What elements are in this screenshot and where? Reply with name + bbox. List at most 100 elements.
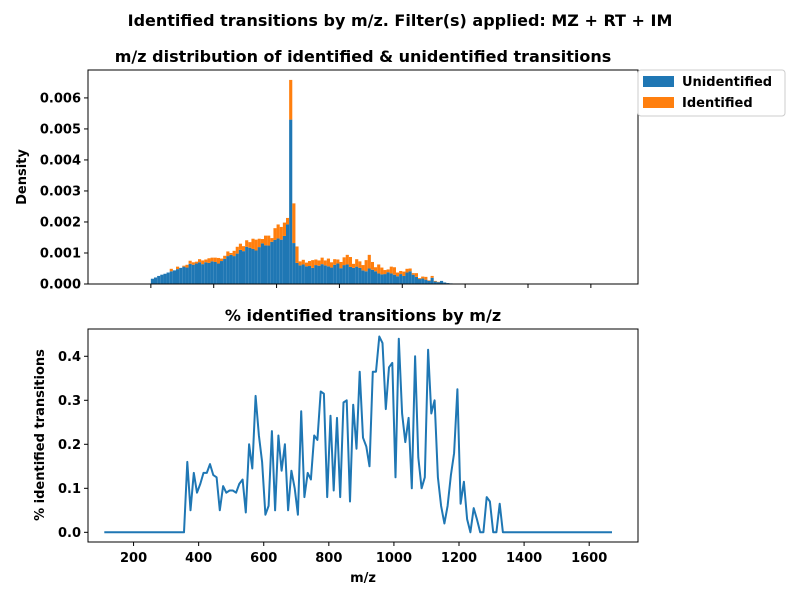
bar-identified	[389, 266, 393, 274]
bar-unidentified	[194, 263, 198, 284]
bar-identified	[367, 254, 371, 269]
bar-unidentified	[223, 258, 227, 284]
bar-unidentified	[179, 267, 183, 284]
bar-identified	[427, 280, 431, 281]
bar-unidentified	[430, 277, 434, 284]
percent-title: % identified transitions by m/z	[225, 306, 501, 325]
bar-identified	[323, 260, 327, 266]
bar-identified	[418, 278, 422, 280]
bar-identified	[194, 261, 198, 264]
bar-identified	[345, 254, 349, 265]
y-tick-label: 0.001	[40, 246, 81, 261]
bar-unidentified	[191, 264, 195, 284]
bar-unidentified	[389, 273, 393, 284]
x-tick-label: 800	[315, 551, 342, 566]
bar-identified	[408, 268, 412, 272]
bar-unidentified	[314, 265, 318, 284]
bar-identified	[348, 257, 352, 267]
bar-unidentified	[399, 274, 403, 284]
bar-unidentified	[182, 266, 186, 284]
bar-unidentified	[440, 280, 444, 284]
percent-y-axis: 0.0 0.1 0.2 0.3 0.4	[58, 350, 88, 541]
bar-unidentified	[157, 275, 161, 284]
bar-unidentified	[270, 241, 274, 284]
bar-identified	[352, 263, 356, 268]
bar-unidentified	[260, 243, 264, 284]
bar-unidentified	[336, 263, 340, 284]
bar-identified	[333, 259, 337, 265]
bar-unidentified	[402, 275, 406, 284]
x-tick-label: 1000	[376, 551, 412, 566]
bar-unidentified	[436, 282, 440, 284]
bar-identified	[402, 271, 406, 276]
y-tick-label: 0.005	[40, 122, 81, 137]
bar-unidentified	[386, 272, 390, 284]
bar-unidentified	[238, 249, 242, 284]
bar-unidentified	[364, 271, 368, 284]
bar-identified	[235, 246, 239, 254]
bar-unidentified	[342, 265, 346, 284]
y-tick-label: 0.0	[58, 526, 81, 541]
bar-unidentified	[188, 263, 192, 284]
bar-identified	[191, 262, 195, 265]
percent-axes-frame	[87, 328, 639, 543]
bar-identified	[301, 259, 305, 265]
bar-unidentified	[172, 270, 176, 284]
bar-identified	[289, 79, 293, 120]
legend: Unidentified Identified	[637, 69, 786, 117]
legend-swatch-identified	[643, 97, 674, 108]
bar-unidentified	[276, 238, 280, 284]
histogram-y-label: Density	[15, 149, 30, 205]
bar-unidentified	[414, 276, 418, 284]
bar-identified	[213, 257, 217, 262]
bar-unidentified	[242, 251, 246, 284]
y-tick-label: 0.004	[40, 153, 81, 168]
bar-identified	[421, 276, 425, 279]
bar-identified	[238, 243, 242, 250]
bar-unidentified	[198, 262, 202, 284]
bar-unidentified	[361, 270, 365, 284]
bar-unidentified	[298, 265, 302, 284]
bar-identified	[370, 261, 374, 270]
bar-identified	[386, 269, 390, 273]
histogram-panel: m/z distribution of identified & unident…	[15, 47, 639, 293]
bar-unidentified	[421, 278, 425, 284]
y-tick-label: 0.006	[40, 91, 81, 106]
bar-unidentified	[352, 267, 356, 284]
bar-unidentified	[295, 262, 299, 284]
bar-identified	[226, 251, 230, 257]
bar-unidentified	[433, 281, 437, 284]
bar-unidentified	[374, 271, 378, 284]
bar-unidentified	[424, 279, 428, 284]
bar-unidentified	[320, 264, 324, 284]
x-tick-label: 600	[250, 551, 277, 566]
bar-unidentified	[333, 264, 337, 284]
percent-panel: % identified transitions by m/z 200 400 60…	[33, 306, 639, 586]
bar-identified	[169, 268, 173, 272]
bar-unidentified	[267, 245, 271, 284]
bar-unidentified	[292, 243, 296, 284]
x-tick-label: 1400	[506, 551, 542, 566]
bar-unidentified	[273, 239, 277, 284]
bar-identified	[176, 266, 180, 270]
x-tick-label: 400	[185, 551, 212, 566]
bar-unidentified	[251, 248, 255, 284]
bar-unidentified	[210, 261, 214, 284]
bar-unidentified	[383, 274, 387, 284]
y-tick-label: 0.003	[40, 184, 81, 199]
bar-identified	[292, 203, 296, 244]
bar-unidentified	[311, 267, 315, 284]
bar-identified	[220, 258, 224, 262]
histogram-bars	[150, 79, 456, 284]
legend-label-identified: Identified	[682, 96, 753, 111]
bar-identified	[198, 259, 202, 263]
bar-identified	[188, 260, 192, 264]
bar-identified	[295, 246, 299, 263]
bar-unidentified	[235, 253, 239, 284]
histogram-title: m/z distribution of identified & unident…	[115, 47, 612, 66]
bar-identified	[282, 222, 286, 236]
bar-unidentified	[201, 264, 205, 284]
bar-identified	[374, 267, 378, 272]
legend-swatch-unidentified	[643, 76, 674, 87]
x-tick-label: 1200	[441, 551, 477, 566]
